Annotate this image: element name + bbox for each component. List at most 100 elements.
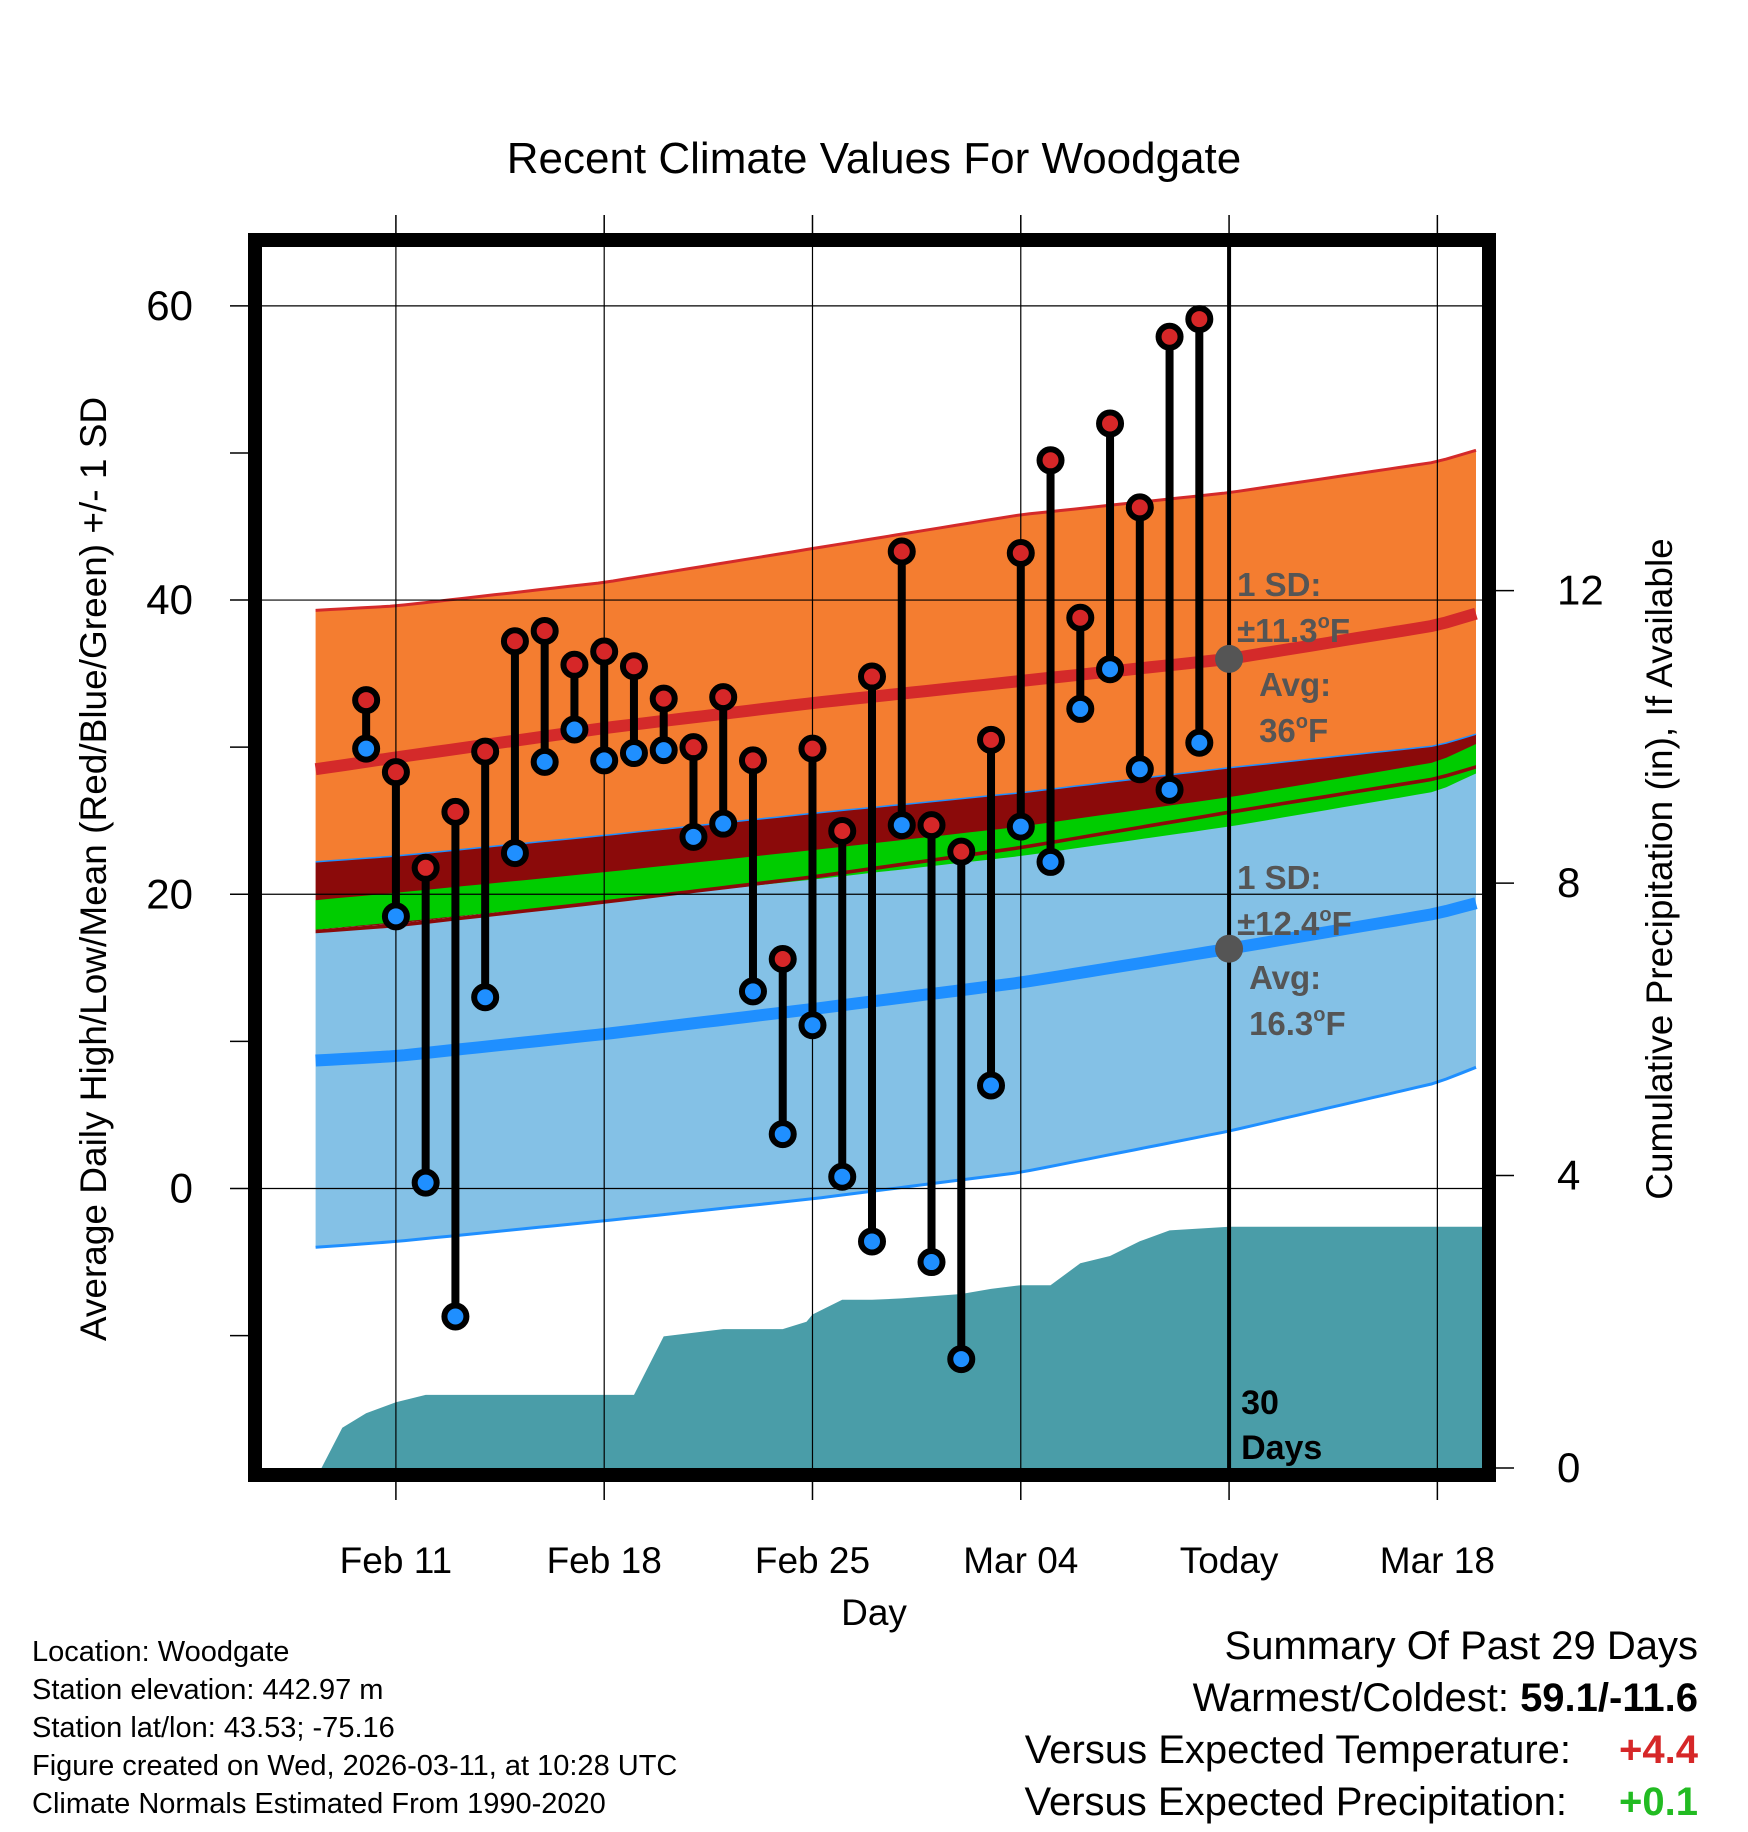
daily-high-point [858,662,886,691]
high-sd-label: 1 SD: [1237,566,1321,603]
daily-low-point [768,1120,797,1149]
high-sd-degree: o [1318,611,1330,633]
high-avg-degree: o [1296,711,1308,733]
daily-high-point [560,650,589,679]
daily-low-point [560,715,589,744]
daily-low-point [977,1071,1006,1100]
high-sd-unit: F [1330,612,1350,649]
daily-low-point [381,902,410,931]
daily-high-point [381,758,410,787]
x-axis-label: Day [841,1592,907,1633]
daily-low-point [1125,755,1154,784]
info-normals: Climate Normals Estimated From 1990-2020 [32,1788,606,1820]
y-tick-label: 40 [146,576,193,623]
low-mean-line [315,897,1478,1067]
daily-low-point [798,1011,827,1040]
x-tick-label: Mar 18 [1380,1540,1495,1581]
daily-low-point [649,736,678,765]
daily-low-point [858,1227,886,1256]
daily-high-point [530,616,559,645]
low-avg-marker [1215,934,1244,963]
high-avg-label: Avg: [1259,666,1331,703]
summary-warm-cold-label: Warmest/Coldest: [1192,1676,1509,1720]
y-tick-label: 20 [146,870,193,917]
mean-band [315,744,1477,930]
low-avg-value: 16.3oF [1249,1004,1346,1042]
plot-area: 1 SD: ±11.3oF Avg: 36oF 1 SD: ±12.4oF Avg: 16.3… [262,247,1482,1468]
daily-low-point [738,977,767,1006]
daily-high-point [887,537,916,566]
daily-high-point [619,652,648,681]
daily-high-point [1185,305,1214,334]
daily-high-point [1096,409,1125,438]
high-avg-unit: F [1308,712,1328,749]
daily-high-point [471,737,500,766]
days-unit-label: Days [1241,1429,1322,1467]
low-sd-band [315,765,1477,1248]
low-avg-unit: F [1326,1005,1346,1042]
daily-low-point [1066,694,1095,723]
daily-high-point [947,837,976,866]
daily-high-point [679,733,708,762]
daily-low-point [709,809,738,838]
daily-low-point [1155,775,1184,804]
y-tick-label: 60 [146,282,193,329]
daily-high-point [1006,538,1035,567]
low-avg-label: Avg: [1249,959,1321,996]
daily-low-point [619,739,648,768]
daily-low-point [590,746,619,775]
daily-high-point [1155,322,1184,351]
daily-low-point [441,1302,470,1331]
daily-low-point [352,734,381,763]
info-location: Location: Woodgate [32,1636,290,1668]
daily-high-point [590,637,619,666]
x-tick-label: Feb 18 [547,1540,662,1581]
low-sd-label: 1 SD: [1237,859,1321,896]
daily-high-point [411,853,440,882]
days-count-label: 30 [1241,1384,1279,1422]
x-tick-label: Feb 25 [755,1540,870,1581]
daily-high-point [649,684,678,713]
plot-frame [248,233,1496,1482]
daily-high-point [738,746,767,775]
summary-title: Summary Of Past 29 Days [1224,1624,1698,1668]
daily-high-point [352,686,381,715]
summary-warm-cold-value: 59.1/-11.6 [1520,1676,1698,1720]
daily-low-point [471,983,500,1012]
daily-low-point [1036,847,1065,876]
daily-high-point [798,734,827,763]
daily-low-point [917,1248,946,1277]
low-sd-degree: o [1319,904,1331,926]
daily-low-point [679,822,708,851]
daily-high-point [828,817,857,846]
daily-low-point [500,839,529,868]
daily-high-point [1036,446,1065,475]
high-mean-line [314,607,1478,776]
daily-low-point [1185,728,1214,757]
daily-low-point [1096,655,1125,684]
high-avg-marker [1215,644,1244,673]
info-created: Figure created on Wed, 2026-03-11, at 10… [32,1750,678,1782]
high-upper-line [315,448,1477,612]
info-latlon: Station lat/lon: 43.53; -75.16 [32,1712,395,1744]
daily-high-point [709,683,738,712]
precip-area [321,1226,1482,1468]
daily-low-point [947,1345,976,1374]
info-elevation: Station elevation: 442.97 m [32,1674,384,1706]
daily-high-point [1066,603,1095,632]
y2-axis-label: Cumulative Precipitation (in), If Availa… [1639,538,1680,1200]
y2-tick-label: 0 [1557,1444,1580,1491]
daily-high-point [441,797,470,826]
y-tick-label: 0 [170,1164,193,1211]
low-sd-value: ±12.4oF [1237,904,1352,942]
x-tick-label: Feb 11 [340,1540,452,1581]
daily-low-point [411,1168,440,1197]
daily-high-point [917,811,946,840]
daily-low-point [828,1162,857,1191]
summary-panel: Summary Of Past 29 Days Warmest/Coldest:… [1025,1624,1699,1832]
summary-precip-label: Versus Expected Precipitation: [1024,1780,1568,1824]
low-sd-unit: F [1332,905,1352,942]
daily-low-point [1006,812,1035,841]
daily-low-point [887,811,916,840]
